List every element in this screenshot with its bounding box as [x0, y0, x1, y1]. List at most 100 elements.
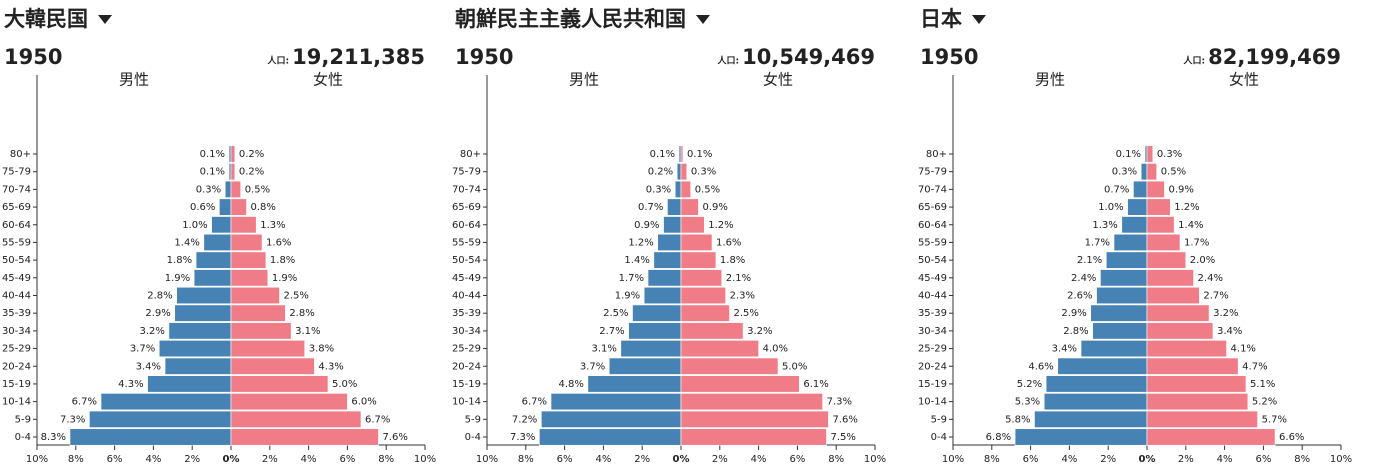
value-label: 4.7% — [1242, 361, 1267, 372]
value-label: 1.9% — [272, 273, 297, 284]
dropdown-arrow[interactable] — [696, 15, 710, 24]
x-tick-label: 6% — [107, 454, 123, 465]
male-bar — [1045, 375, 1148, 393]
female-bar — [230, 180, 241, 198]
female-bar — [230, 428, 379, 446]
age-label: 60-64 — [2, 220, 31, 231]
male-bar — [195, 251, 232, 269]
male-bar — [164, 357, 232, 375]
male-bar — [1113, 233, 1148, 251]
age-label: 65-69 — [918, 202, 947, 213]
female-bar — [230, 198, 247, 216]
value-label: 0.1% — [200, 167, 225, 178]
male-bar — [100, 393, 232, 411]
age-label: 80+ — [460, 149, 481, 160]
value-label: 0.3% — [646, 184, 671, 195]
value-label: 7.3% — [60, 414, 85, 425]
value-label: 2.5% — [284, 291, 309, 302]
value-label: 1.7% — [619, 273, 644, 284]
value-label: 2.1% — [1077, 255, 1102, 266]
x-tick-label: 0% — [673, 454, 690, 465]
male-bar — [1127, 198, 1148, 216]
value-label: 8.3% — [41, 432, 66, 443]
age-label: 20-24 — [452, 361, 481, 372]
female-bar — [1146, 428, 1276, 446]
female-bar — [230, 163, 236, 181]
female-bar — [680, 216, 705, 234]
value-label: 3.1% — [295, 326, 320, 337]
age-label: 15-19 — [918, 379, 947, 390]
female-bar — [1146, 286, 1200, 305]
female-bar — [680, 286, 726, 305]
x-tick-label: 2% — [1178, 454, 1194, 465]
age-label: 60-64 — [918, 220, 947, 231]
country-title[interactable]: 日本 — [920, 7, 962, 31]
dropdown-arrow[interactable] — [972, 15, 986, 24]
age-label: 80+ — [10, 149, 31, 160]
female-bar — [1146, 145, 1154, 163]
male-bar — [1133, 180, 1148, 198]
male-bar — [147, 375, 232, 393]
x-tick-label: 10% — [864, 454, 886, 465]
country-title[interactable]: 大韓民国 — [4, 7, 88, 31]
value-label: 1.7% — [1085, 237, 1110, 248]
value-label: 0.1% — [1116, 149, 1141, 160]
age-label: 50-54 — [452, 255, 481, 266]
female-bar — [680, 269, 723, 287]
value-label: 5.1% — [1250, 379, 1275, 390]
legend-female: 女性 — [1229, 71, 1259, 89]
male-bar — [1014, 428, 1148, 446]
male-bar — [1121, 216, 1148, 234]
male-bar — [168, 322, 232, 340]
female-bar — [230, 393, 348, 411]
x-tick-label: 10% — [476, 454, 498, 465]
female-bar — [680, 233, 713, 251]
x-tick-label: 0% — [1139, 454, 1156, 465]
value-label: 1.6% — [266, 237, 291, 248]
female-bar — [680, 375, 800, 393]
age-label: 5-9 — [465, 414, 481, 425]
male-bar — [550, 393, 682, 411]
male-bar — [628, 322, 682, 340]
age-label: 20-24 — [2, 361, 31, 372]
value-label: 6.8% — [986, 432, 1011, 443]
value-label: 1.3% — [260, 220, 285, 231]
legend-male: 男性 — [119, 71, 149, 89]
value-label: 2.8% — [147, 291, 172, 302]
value-label: 2.8% — [289, 308, 314, 319]
female-bar — [1146, 322, 1214, 340]
value-label: 5.2% — [1252, 397, 1277, 408]
age-label: 55-59 — [918, 237, 947, 248]
age-label: 25-29 — [918, 344, 947, 355]
value-label: 1.7% — [1184, 237, 1209, 248]
value-label: 5.0% — [332, 379, 357, 390]
female-bar — [680, 198, 699, 216]
age-label: 65-69 — [452, 202, 481, 213]
age-label: 65-69 — [2, 202, 31, 213]
value-label: 3.4% — [1217, 326, 1242, 337]
x-tick-label: 2% — [184, 454, 200, 465]
age-label: 40-44 — [2, 291, 31, 302]
value-label: 2.4% — [1071, 273, 1096, 284]
x-tick-label: 8% — [68, 454, 84, 465]
male-bar — [1105, 251, 1148, 269]
age-label: 10-14 — [2, 397, 31, 408]
value-label: 0.2% — [239, 167, 264, 178]
age-label: 10-14 — [452, 397, 481, 408]
dropdown-arrow[interactable] — [98, 15, 112, 24]
value-label: 7.3% — [510, 432, 535, 443]
male-bar — [1080, 340, 1148, 358]
country-title[interactable]: 朝鮮民主主義人民共和国 — [455, 7, 686, 31]
x-tick-label: 4% — [301, 454, 317, 465]
female-bar — [1146, 216, 1175, 234]
male-bar — [1034, 410, 1148, 428]
value-label: 2.7% — [1203, 291, 1228, 302]
value-label: 7.3% — [827, 397, 852, 408]
value-label: 0.3% — [1157, 149, 1182, 160]
x-tick-label: 6% — [1023, 454, 1039, 465]
value-label: 6.6% — [1279, 432, 1304, 443]
male-bar — [211, 216, 232, 234]
female-bar — [680, 410, 829, 428]
female-bar — [680, 180, 691, 198]
age-label: 20-24 — [918, 361, 947, 372]
